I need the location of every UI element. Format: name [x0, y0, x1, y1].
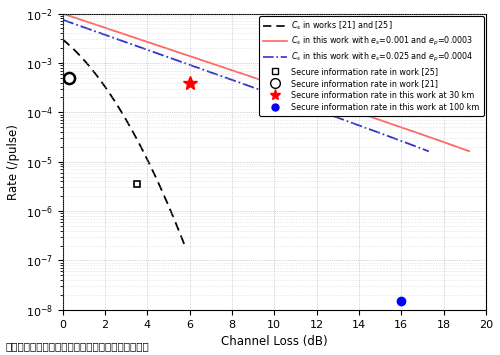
- Legend: $C_s$ in works [21] and [25], $C_s$ in this work with $e_s$=0.001 and $e_p$=0.00: $C_s$ in works [21] and [25], $C_s$ in t…: [259, 16, 484, 116]
- X-axis label: Channel Loss (dB): Channel Loss (dB): [221, 335, 328, 348]
- Y-axis label: Rate (/pulse): Rate (/pulse): [7, 124, 20, 200]
- Text: 以往作品与本作品的保密能力和保密信息率的比较。: 以往作品与本作品的保密能力和保密信息率的比较。: [5, 342, 149, 351]
